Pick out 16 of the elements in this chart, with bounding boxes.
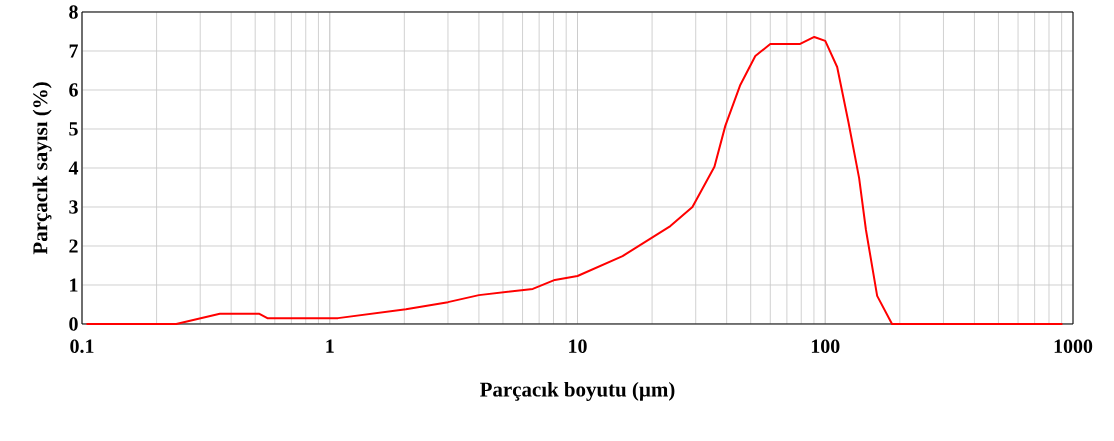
y-axis-title: Parçacık sayısı (%)	[32, 82, 52, 255]
x-axis-title: Parçacık boyutu (µm)	[480, 381, 675, 401]
x-tick-label: 100	[811, 339, 840, 353]
y-tick-label: 1	[70, 278, 78, 292]
y-tick-label: 8	[69, 5, 78, 19]
y-tick-label: 2	[69, 239, 78, 253]
y-tick-label: 6	[69, 83, 78, 97]
x-tick-label: 1	[326, 339, 334, 353]
y-tick-label: 3	[69, 200, 78, 214]
y-tick-label: 0	[69, 317, 78, 331]
x-tick-label: 10	[569, 339, 587, 353]
x-tick-label: 1000	[1054, 339, 1093, 353]
y-tick-label: 7	[69, 44, 78, 58]
y-tick-label: 5	[69, 122, 78, 136]
x-tick-label: 0.1	[70, 339, 94, 354]
y-tick-label: 4	[68, 161, 79, 175]
